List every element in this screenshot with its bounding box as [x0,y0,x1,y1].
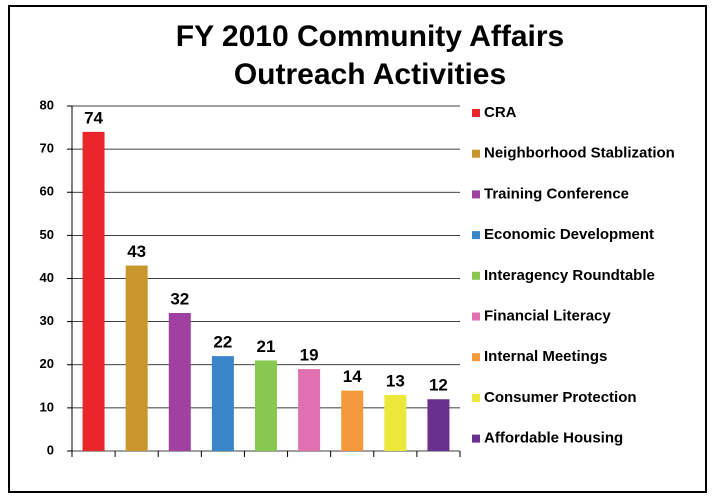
bar [427,399,450,451]
legend-swatch [472,190,480,199]
legend-swatch [472,353,480,362]
bar [125,265,148,451]
y-tick-label: 40 [40,270,54,285]
bar [168,313,191,451]
legend-swatch [472,149,480,158]
legend-swatch [472,109,480,117]
legend-swatch [472,393,480,402]
data-label: 14 [343,367,362,386]
legend-label: Interagency Roundtable [484,267,655,284]
chart-title: FY 2010 Community Affairs [176,20,564,53]
data-label: 22 [213,333,232,352]
chart-title: Outreach Activities [234,58,506,91]
data-label: 19 [300,346,319,365]
bar [341,390,364,451]
legend-label: Consumer Protection [484,389,637,406]
data-label: 43 [127,242,146,261]
y-tick-label: 70 [40,141,54,156]
data-label: 32 [170,289,189,308]
bar [211,356,234,451]
bar [384,394,407,451]
legend-swatch [472,271,480,280]
data-label: 13 [386,371,405,390]
y-tick-label: 20 [40,356,54,371]
bar [82,131,105,451]
legend-label: CRA [484,104,517,121]
legend-label: Economic Development [484,226,654,243]
legend-label: Financial Literacy [484,307,611,324]
y-tick-label: 0 [47,442,54,457]
bar [298,369,321,451]
data-label: 74 [84,108,103,127]
legend-swatch [472,231,480,240]
legend-label: Training Conference [484,185,629,202]
data-label: 12 [429,376,448,395]
legend-swatch [472,434,480,443]
legend-label: Internal Meetings [484,348,607,365]
y-tick-label: 10 [40,399,54,414]
y-tick-label: 80 [40,97,54,112]
y-tick-label: 60 [40,184,54,199]
y-tick-label: 30 [40,313,54,328]
legend-label: Neighborhood Stablization [484,145,675,162]
y-tick-label: 50 [40,227,54,242]
legend-swatch [472,312,480,321]
legend-label: Affordable Housing [484,430,623,447]
data-label: 21 [257,337,276,356]
bar [255,360,277,451]
